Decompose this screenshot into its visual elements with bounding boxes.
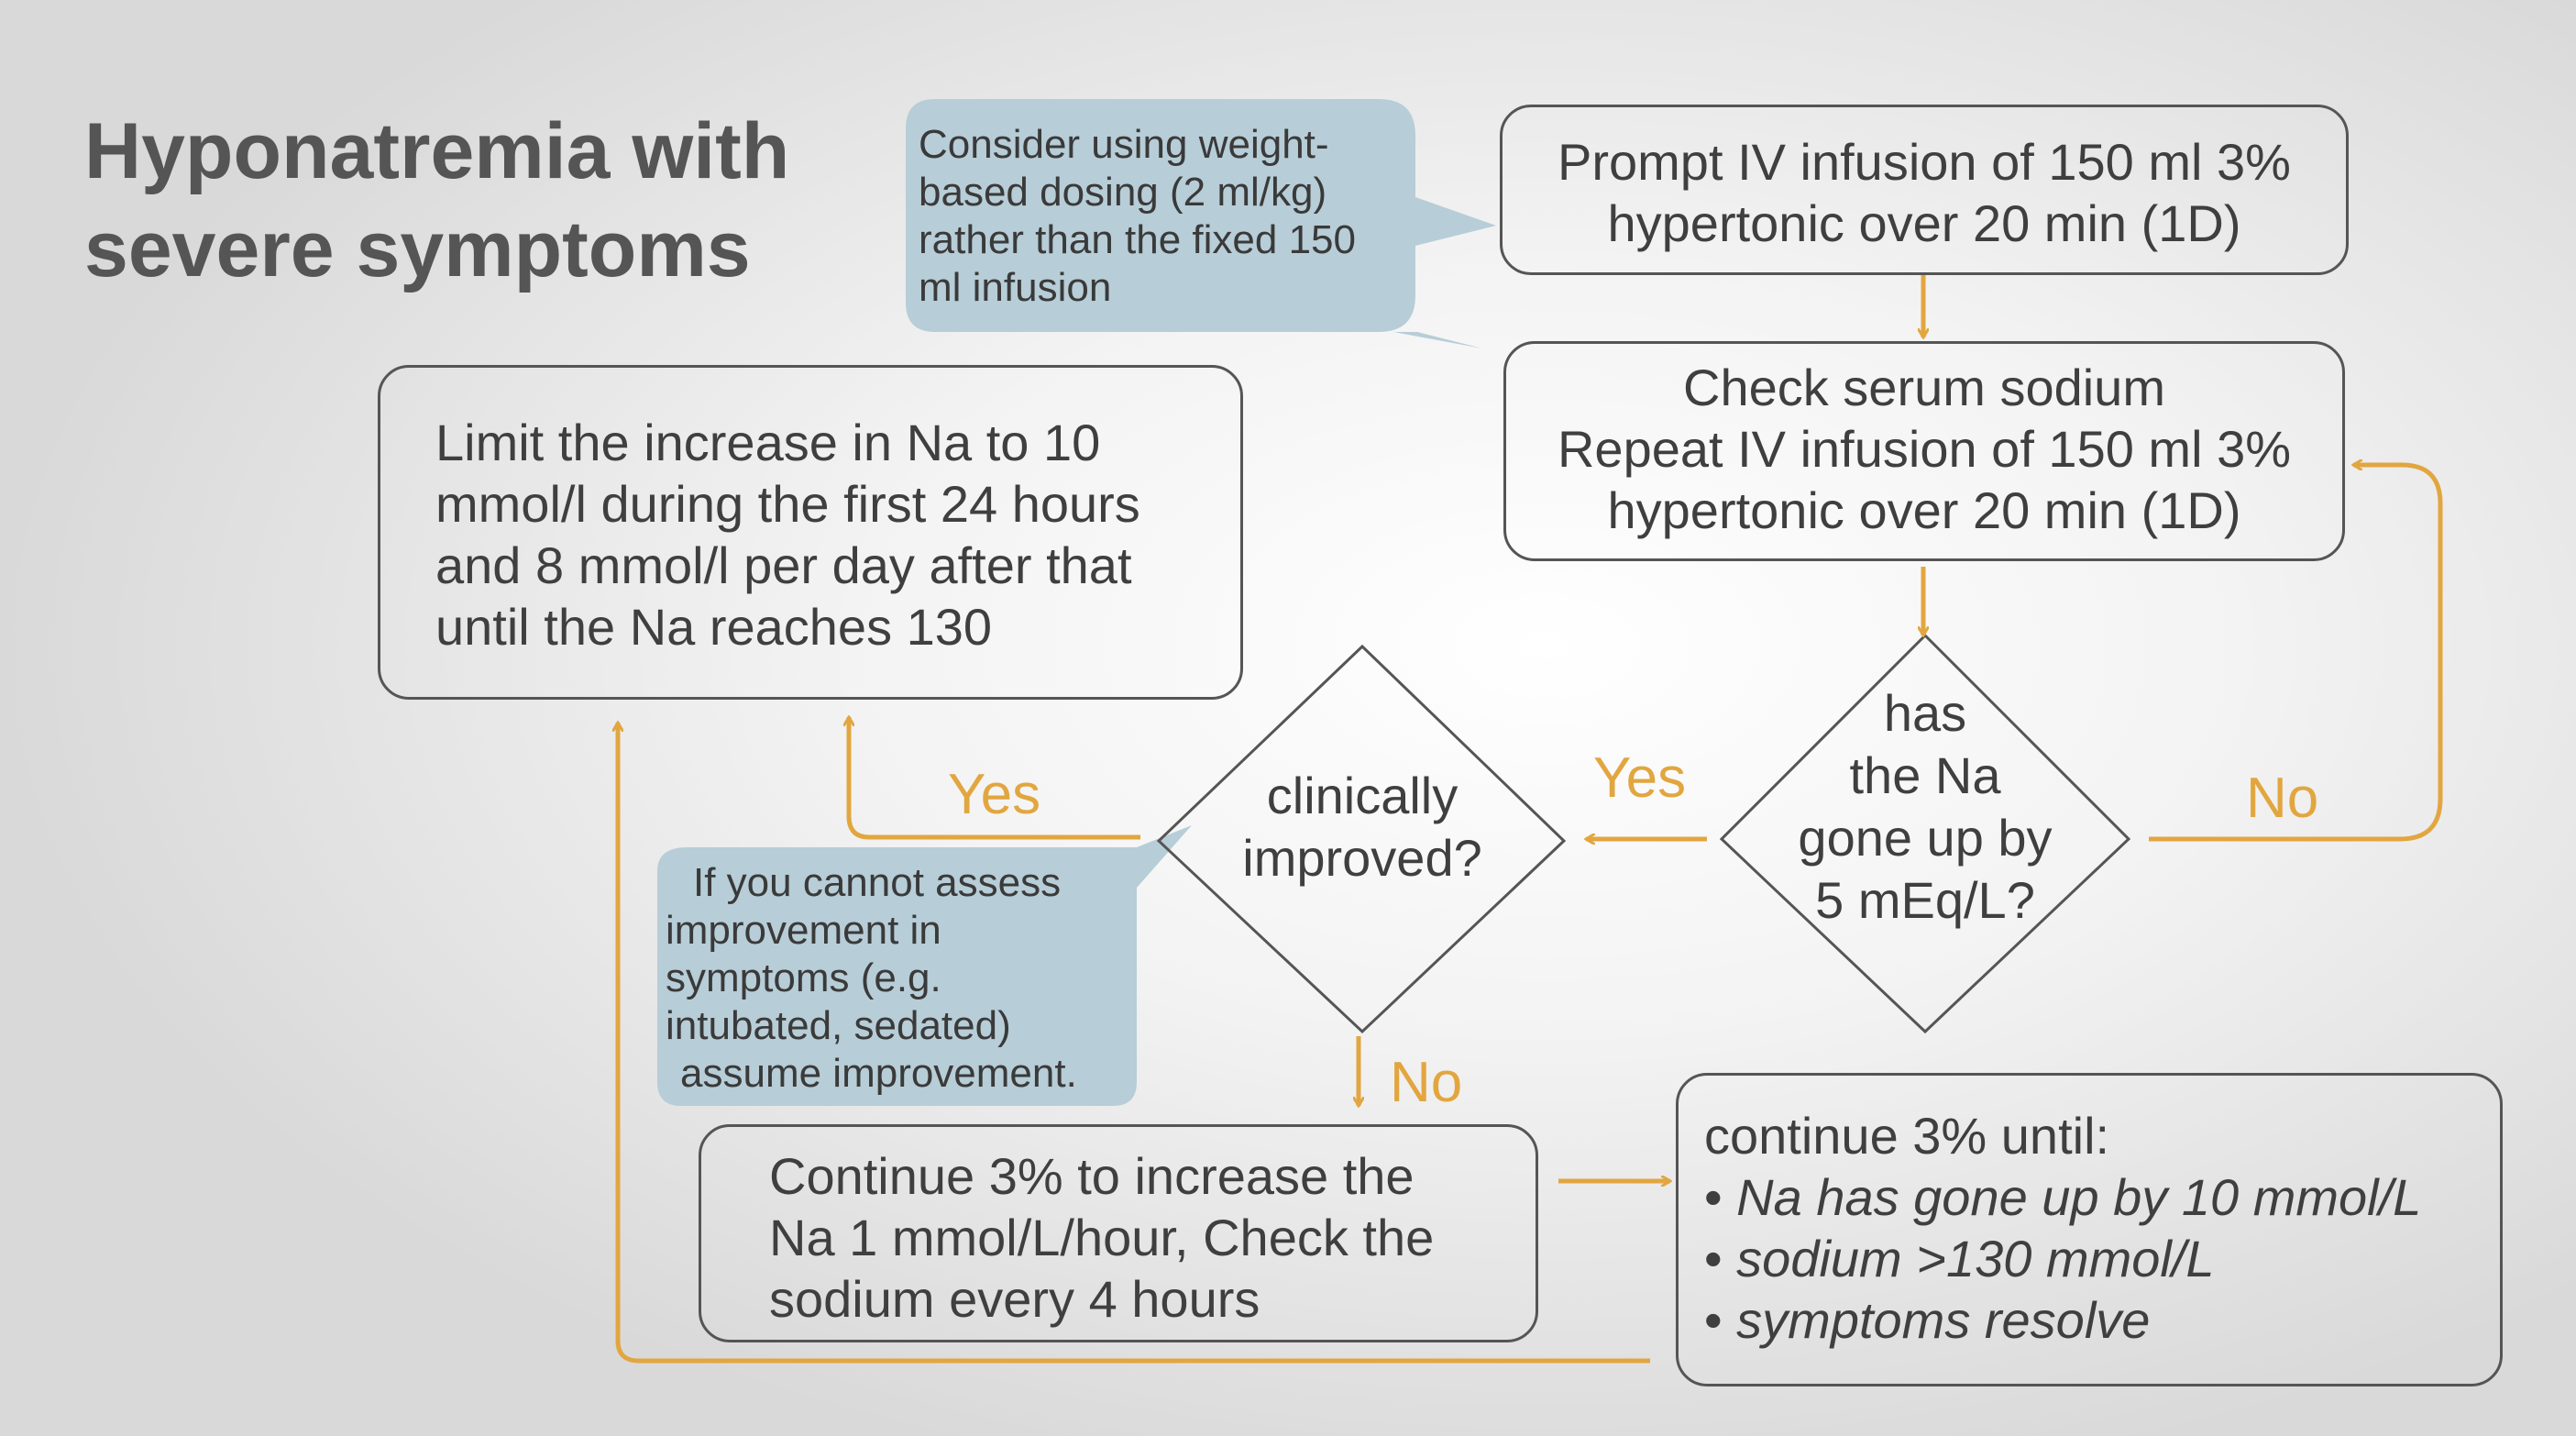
decision-line: clinically xyxy=(1266,767,1459,824)
callout-line: ml infusion xyxy=(919,265,1112,310)
box-continue-until: continue 3% until: Na has gone up by 10 … xyxy=(1676,1073,2503,1386)
box-line: sodium every 4 hours xyxy=(769,1270,1260,1328)
decision-clinically-improved: clinically improved? xyxy=(1179,765,1546,889)
decision-na-up: has the Na gone up by 5 mEq/L? xyxy=(1742,682,2108,932)
until-bullet: symptoms resolve xyxy=(1704,1289,2500,1351)
box-line: mmol/l during the first 24 hours xyxy=(435,475,1140,533)
callout-line: If you cannot assess xyxy=(693,860,1062,905)
until-bullet: sodium >130 mmol/L xyxy=(1704,1228,2500,1289)
callout-line: Consider using weight- xyxy=(919,122,1329,167)
box-continue-increase: Continue 3% to increase the Na 1 mmol/L/… xyxy=(699,1124,1538,1342)
callout-line: improvement in xyxy=(666,908,941,953)
decision-line: improved? xyxy=(1242,829,1482,887)
diamond-na-shape xyxy=(1719,633,2131,1034)
box-line: Limit the increase in Na to 10 xyxy=(435,414,1101,471)
title-line: Hyponatremia with xyxy=(84,107,790,195)
page-title: Hyponatremia with severe symptoms xyxy=(84,103,789,299)
diamond-improved-shape xyxy=(1156,644,1567,1034)
until-bullet-list: Na has gone up by 10 mmol/L sodium >130 … xyxy=(1704,1166,2500,1351)
until-bullet: Na has gone up by 10 mmol/L xyxy=(1704,1166,2500,1228)
callout-dosing-bubble xyxy=(906,99,1496,348)
box-line: Na 1 mmol/L/hour, Check the xyxy=(769,1209,1435,1266)
title-line: severe symptoms xyxy=(84,205,751,293)
box-line: Check serum sodium xyxy=(1683,359,2165,416)
box-limit-increase: Limit the increase in Na to 10 mmol/l du… xyxy=(378,365,1243,700)
box-line: and 8 mmol/l per day after that xyxy=(435,536,1132,594)
label-no-na: No xyxy=(2246,767,2319,830)
label-yes-improved: Yes xyxy=(948,763,1041,826)
callout-cannot-assess: If you cannot assess improvement in symp… xyxy=(666,859,1077,1098)
label-no-improved: No xyxy=(1390,1051,1463,1114)
box-check-serum-sodium: Check serum sodium Repeat IV infusion of… xyxy=(1503,341,2345,561)
callout-assess-bubble xyxy=(657,825,1192,1106)
arrow-until-to-limit xyxy=(618,723,1650,1364)
until-heading: continue 3% until: xyxy=(1704,1107,2110,1165)
box-line: hypertonic over 20 min (1D) xyxy=(1607,194,2241,252)
callout-line: based dosing (2 ml/kg) xyxy=(919,170,1327,215)
box-line: Prompt IV infusion of 150 ml 3% xyxy=(1558,133,2291,191)
decision-line: 5 mEq/L? xyxy=(1815,871,2035,929)
box-line: Continue 3% to increase the xyxy=(769,1147,1415,1205)
box-line: until the Na reaches 130 xyxy=(435,598,993,656)
decision-line: has xyxy=(1883,684,1967,742)
callout-line: rather than the fixed 150 xyxy=(919,217,1356,262)
arrow-yes-to-limit xyxy=(849,717,1140,840)
label-yes-na: Yes xyxy=(1593,746,1687,810)
decision-line: the Na xyxy=(1849,746,2001,804)
box-line: Repeat IV infusion of 150 ml 3% xyxy=(1557,420,2292,478)
callout-line: intubated, sedated) xyxy=(666,1003,1011,1048)
decision-line: gone up by xyxy=(1798,809,2053,867)
callout-line: symptoms (e.g. xyxy=(666,955,941,1000)
arrow-no-loop xyxy=(2149,465,2443,842)
box-line: hypertonic over 20 min (1D) xyxy=(1607,481,2241,539)
callout-weight-based-dosing: Consider using weight- based dosing (2 m… xyxy=(919,121,1356,312)
callout-line: assume improvement. xyxy=(680,1051,1077,1096)
box-prompt-iv-infusion: Prompt IV infusion of 150 ml 3% hyperton… xyxy=(1500,105,2349,275)
